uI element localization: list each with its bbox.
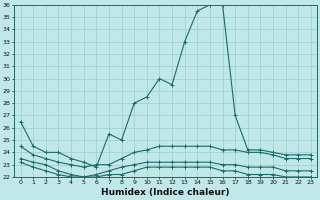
X-axis label: Humidex (Indice chaleur): Humidex (Indice chaleur) [101,188,230,197]
